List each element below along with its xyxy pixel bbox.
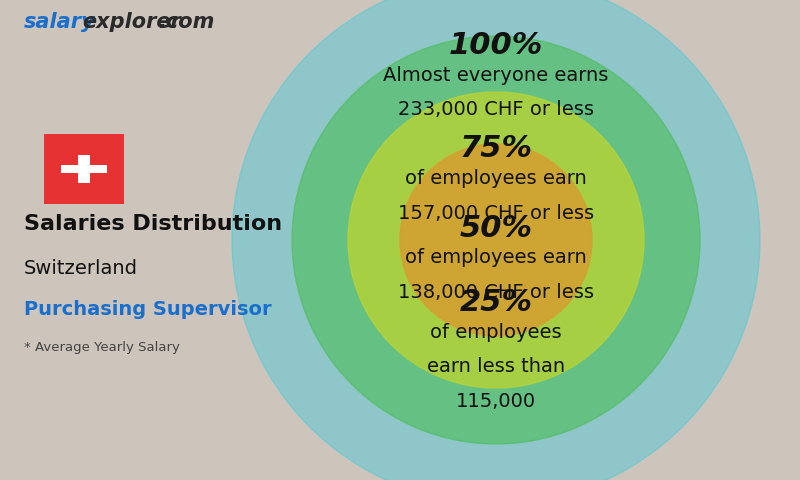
FancyBboxPatch shape — [61, 165, 107, 173]
FancyBboxPatch shape — [78, 156, 90, 183]
FancyBboxPatch shape — [44, 134, 124, 204]
Text: of employees: of employees — [430, 323, 562, 342]
Text: 100%: 100% — [449, 31, 543, 60]
Text: 50%: 50% — [459, 214, 533, 242]
Ellipse shape — [232, 0, 760, 480]
Text: 233,000 CHF or less: 233,000 CHF or less — [398, 100, 594, 120]
Text: 157,000 CHF or less: 157,000 CHF or less — [398, 204, 594, 223]
Text: Salaries Distribution: Salaries Distribution — [24, 214, 282, 234]
Ellipse shape — [292, 36, 700, 444]
Text: 138,000 CHF or less: 138,000 CHF or less — [398, 283, 594, 302]
Text: 115,000: 115,000 — [456, 392, 536, 411]
Text: 25%: 25% — [459, 288, 533, 317]
Text: explorer: explorer — [82, 12, 181, 32]
Text: Almost everyone earns: Almost everyone earns — [383, 66, 609, 85]
Text: Switzerland: Switzerland — [24, 259, 138, 278]
Ellipse shape — [400, 144, 592, 336]
Text: Purchasing Supervisor: Purchasing Supervisor — [24, 300, 272, 319]
Ellipse shape — [348, 92, 644, 388]
Text: of employees earn: of employees earn — [405, 169, 587, 188]
Text: earn less than: earn less than — [427, 357, 565, 376]
Text: salary: salary — [24, 12, 96, 32]
Text: * Average Yearly Salary: * Average Yearly Salary — [24, 341, 180, 354]
Text: 75%: 75% — [459, 134, 533, 163]
Text: of employees earn: of employees earn — [405, 248, 587, 267]
Text: .com: .com — [158, 12, 214, 32]
